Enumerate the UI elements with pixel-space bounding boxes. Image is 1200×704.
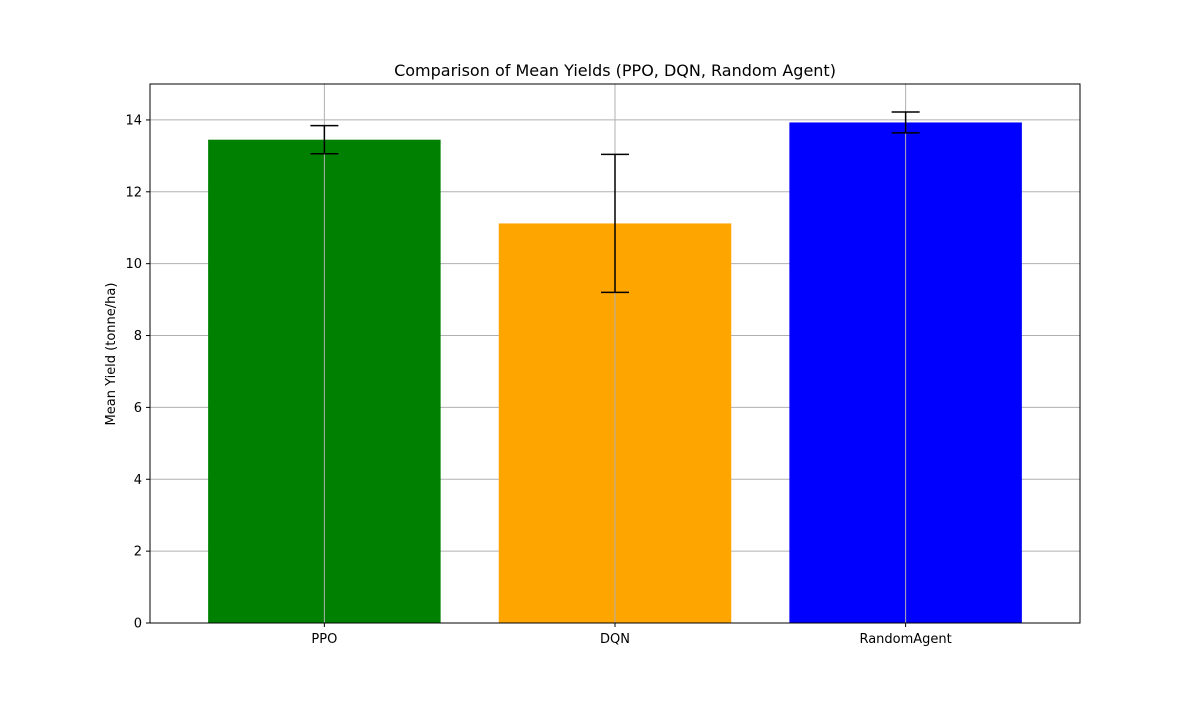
- y-tick-label: 10: [125, 257, 142, 272]
- x-tick-label: RandomAgent: [859, 632, 951, 647]
- y-tick-label: 12: [125, 185, 142, 200]
- y-tick-label: 0: [134, 617, 142, 632]
- y-axis-label: Mean Yield (tonne/ha): [104, 283, 119, 426]
- y-tick-label: 8: [134, 329, 142, 344]
- error-bars: [310, 111, 920, 294]
- y-tick-label: 6: [134, 401, 142, 416]
- x-tick-label: DQN: [600, 632, 630, 647]
- x-axis-ticks: PPO DQN RandomAgent: [311, 623, 952, 647]
- y-axis-ticks: 0 2 4 6 8 10 12 14: [125, 113, 150, 632]
- x-tick-label: PPO: [311, 632, 337, 647]
- y-tick-label: 14: [125, 113, 142, 128]
- y-tick-label: 2: [134, 545, 142, 560]
- y-tick-label: 4: [134, 473, 142, 488]
- chart-title: Comparison of Mean Yields (PPO, DQN, Ran…: [394, 61, 836, 80]
